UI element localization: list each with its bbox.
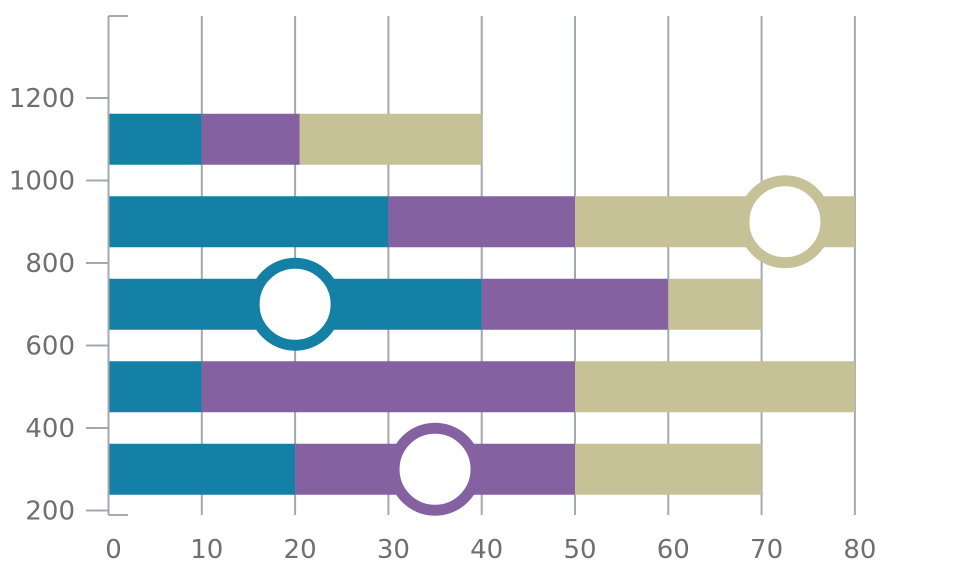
x-tick-label-10: 10 <box>190 535 223 565</box>
bar-300-segment-1 <box>108 443 296 495</box>
bar-900-segment-2 <box>388 196 575 248</box>
bar-500-segment-3 <box>575 361 855 413</box>
bar-500-segment-1 <box>108 361 202 413</box>
marker-2 <box>248 257 342 351</box>
x-tick-label-70: 70 <box>750 535 783 565</box>
bar-500-segment-2 <box>201 361 576 413</box>
axes <box>86 15 128 516</box>
y-tick-label-800: 800 <box>25 249 75 279</box>
y-tick-label-600: 600 <box>25 332 75 362</box>
bar-900-segment-1 <box>108 196 389 248</box>
x-tick-label-60: 60 <box>657 535 690 565</box>
x-tick-label-40: 40 <box>470 535 503 565</box>
bar-1100-segment-1 <box>108 113 202 165</box>
y-tick-label-1000: 1000 <box>9 167 75 197</box>
grid-lines <box>200 16 856 515</box>
x-tick-label-80: 80 <box>843 535 876 565</box>
bar-700-segment-3 <box>668 278 762 330</box>
bar-700-segment-2 <box>481 278 669 330</box>
marker-1 <box>388 422 482 516</box>
y-tick-label-1200: 1200 <box>9 84 75 114</box>
x-tick-label-50: 50 <box>563 535 596 565</box>
x-tick-label-20: 20 <box>284 535 317 565</box>
marker-3 <box>738 175 832 269</box>
x-tick-label-30: 30 <box>377 535 410 565</box>
bar-300-segment-3 <box>575 443 762 495</box>
y-tick-label-200: 200 <box>25 497 75 527</box>
tick-labels: 0 10 20 30 40 50 60 70 80 200 400 600 800 1000 1200 <box>9 84 877 565</box>
markers <box>248 175 832 516</box>
bar-1100-segment-3 <box>299 113 482 165</box>
x-tick-label-0: 0 <box>105 535 122 565</box>
y-tick-label-400: 400 <box>25 414 75 444</box>
bar-1100-segment-2 <box>201 113 300 165</box>
